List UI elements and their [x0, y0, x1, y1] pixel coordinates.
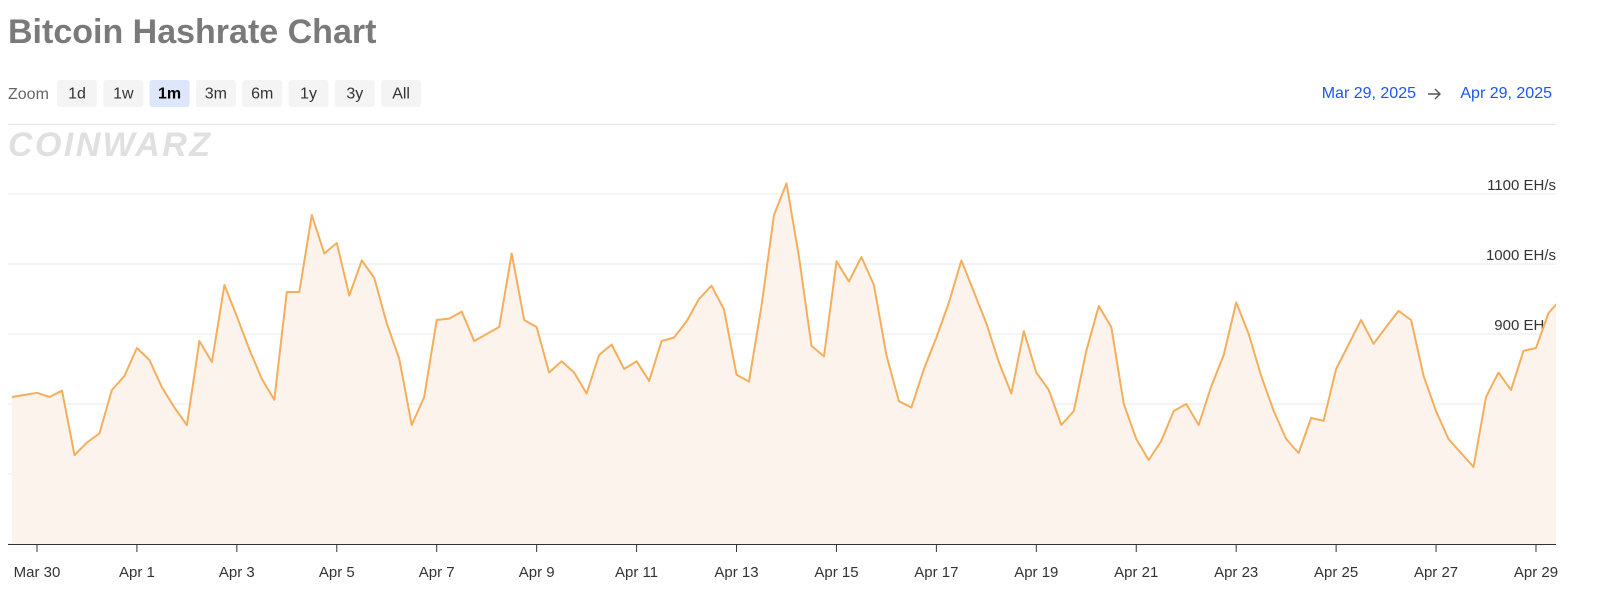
- zoom-button[interactable]: [381, 80, 422, 107]
- zoom-button[interactable]: [149, 80, 190, 107]
- zoom-button[interactable]: [334, 80, 375, 107]
- zoom-buttons: 1d 1w 1m 3m 6m 1y 3y All: [57, 80, 422, 107]
- zoom-button[interactable]: [103, 80, 144, 107]
- x-tick-label: Apr 23: [1214, 564, 1258, 581]
- watermark: COINWARZ: [8, 126, 212, 164]
- page-title: Bitcoin Hashrate Chart: [8, 13, 376, 51]
- zoom-label: Zoom: [8, 86, 49, 103]
- range-arrow: [1428, 88, 1441, 100]
- x-tick-label: Apr 15: [814, 564, 858, 581]
- x-tick-label: Apr 3: [219, 564, 255, 581]
- zoom-button[interactable]: [57, 80, 97, 107]
- x-tick-label: Apr 25: [1314, 564, 1358, 581]
- x-tick-label: Apr 21: [1114, 564, 1158, 581]
- y-tick-label: 1100 EH/s: [1487, 177, 1556, 194]
- zoom-button-label[interactable]: All: [392, 86, 410, 103]
- x-tick-label: Apr 27: [1414, 564, 1458, 581]
- range-to[interactable]: Apr 29, 2025: [1460, 85, 1552, 102]
- axes: Mar 30 Apr 1 Apr 3 Apr 5 Apr 7 Apr 9 Apr 11 Apr…: [8, 544, 1558, 581]
- zoom-button-label[interactable]: 6m: [251, 86, 273, 103]
- y-tick-label: 1000 EH/s: [1486, 247, 1556, 264]
- x-tick-label: Apr 1: [119, 564, 155, 581]
- zoom-button[interactable]: [288, 80, 329, 107]
- area-fill: [12, 183, 1556, 544]
- zoom-button[interactable]: [195, 80, 236, 107]
- x-tick-label: Apr 11: [615, 564, 658, 581]
- x-tick-label: Mar 30: [14, 564, 61, 581]
- range-from[interactable]: Mar 29, 2025: [1322, 85, 1416, 102]
- zoom-button[interactable]: [242, 80, 283, 107]
- x-tick-label: Apr 5: [319, 564, 355, 581]
- zoom-button-label[interactable]: 3y: [346, 86, 363, 103]
- x-tick-label: Apr 7: [419, 564, 455, 581]
- x-tick-label: Apr 29: [1514, 564, 1558, 581]
- zoom-button-label[interactable]: 1w: [113, 86, 134, 103]
- line: [11, 182, 1556, 468]
- x-tick-label: Apr 19: [1014, 564, 1058, 581]
- zoom-button-label[interactable]: 1d: [68, 86, 86, 103]
- y-tick-label: 900 EH/s: [1494, 317, 1556, 334]
- zoom-button-label[interactable]: 1m: [158, 86, 181, 103]
- x-tick-label: Apr 13: [714, 564, 758, 581]
- zoom-button-label[interactable]: 1y: [300, 86, 317, 103]
- x-tick-label: Apr 9: [519, 564, 555, 581]
- zoom-button-label[interactable]: 3m: [205, 86, 227, 103]
- x-tick-label: Apr 17: [914, 564, 958, 581]
- plot: [11, 182, 1556, 544]
